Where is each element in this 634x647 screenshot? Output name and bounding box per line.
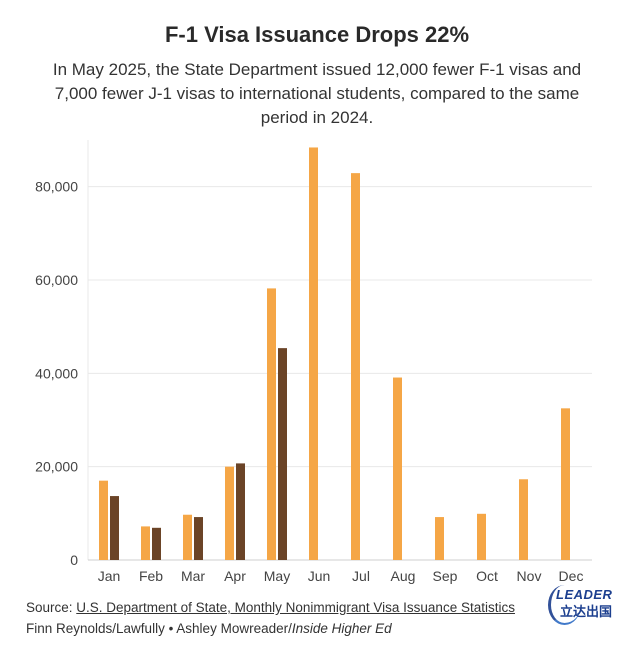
bar xyxy=(309,147,318,560)
bar xyxy=(152,527,161,560)
x-tick-label: Apr xyxy=(224,568,246,584)
x-tick-label: Feb xyxy=(139,568,163,584)
bar xyxy=(477,513,486,560)
source-prefix: Source: xyxy=(26,600,77,615)
credit-line: Finn Reynolds/Lawfully • Ashley Mowreade… xyxy=(26,621,392,636)
chart-title: F-1 Visa Issuance Drops 22% xyxy=(164,22,470,47)
bar xyxy=(278,348,287,560)
logo-ring-icon xyxy=(548,585,581,625)
publication-name: Inside Higher Ed xyxy=(291,621,392,636)
bar xyxy=(194,517,203,560)
bar xyxy=(267,288,276,560)
x-tick-label: Dec xyxy=(559,568,584,584)
source-link[interactable]: U.S. Department of State, Monthly Nonimm… xyxy=(76,600,515,615)
bar-chart: 0 20,000 40,000 60,000 80,000 Jan Feb Mar Apr May… xyxy=(35,140,592,584)
y-tick-label: 20,000 xyxy=(35,459,78,475)
credit-text: Finn Reynolds/Lawfully • Ashley Mowreade… xyxy=(26,621,292,636)
x-tick-label: Jan xyxy=(98,568,121,584)
bar xyxy=(393,377,402,560)
x-tick-label: Nov xyxy=(517,568,542,584)
logo-text: LEADER xyxy=(556,587,613,602)
bar xyxy=(183,514,192,560)
y-tick-label: 0 xyxy=(70,552,78,568)
source-note: Source: U.S. Department of State, Monthl… xyxy=(26,600,515,615)
watermark-logo: LEADER 立达出国 xyxy=(548,585,614,625)
y-tick-label: 60,000 xyxy=(35,272,78,288)
bar xyxy=(519,479,528,560)
bar xyxy=(561,408,570,560)
x-tick-label: Oct xyxy=(476,568,498,584)
bar xyxy=(236,463,245,560)
x-tick-label: Jun xyxy=(308,568,331,584)
bar xyxy=(435,517,444,560)
x-tick-label: Sep xyxy=(433,568,458,584)
y-tick-label: 40,000 xyxy=(35,365,78,381)
x-tick-label: May xyxy=(264,568,290,584)
bar xyxy=(141,526,150,560)
bar xyxy=(110,496,119,560)
bar xyxy=(99,480,108,560)
logo-cn-text: 立达出国 xyxy=(560,604,613,619)
x-tick-label: Mar xyxy=(181,568,205,584)
bar xyxy=(225,466,234,560)
x-tick-label: Aug xyxy=(391,568,416,584)
x-tick-label: Jul xyxy=(352,568,370,584)
bar xyxy=(351,173,360,560)
chart-subtitle: In May 2025, the State Department issued… xyxy=(52,60,582,127)
y-tick-label: 80,000 xyxy=(35,179,78,195)
